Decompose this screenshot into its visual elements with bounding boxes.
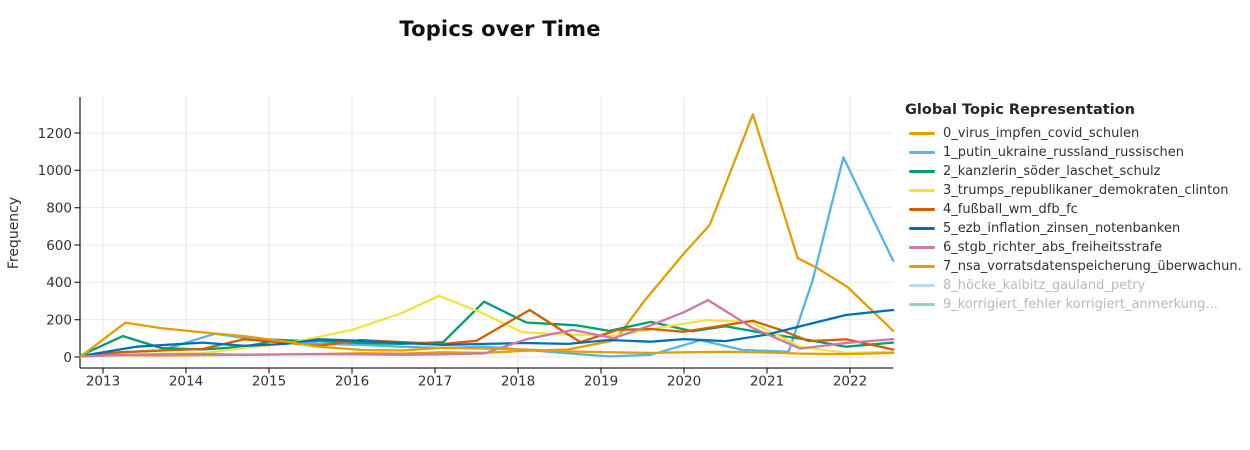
y-tick-label: 1200 <box>38 126 72 142</box>
legend-item-label: 2_kanzlerin_söder_laschet_schulz <box>943 164 1161 179</box>
series-line-4[interactable] <box>79 308 895 358</box>
chart-title: Topics over Time <box>399 17 601 41</box>
legend-swatch-line-icon <box>909 303 935 306</box>
y-tick-label: 200 <box>46 313 72 329</box>
legend-swatch-line-icon <box>909 170 935 173</box>
series-line-5[interactable] <box>79 308 895 358</box>
legend-item-1[interactable]: 1_putin_ukraine_russland_russischen <box>903 143 1250 162</box>
legend-title: Global Topic Representation <box>905 102 1135 118</box>
legend-swatch-line-icon <box>909 208 935 211</box>
x-tick-label: 2014 <box>169 374 203 390</box>
legend: Global Topic Representation 0_virus_impf… <box>903 102 1250 314</box>
y-tick-label: 600 <box>46 238 72 254</box>
x-tick-label: 2017 <box>418 374 452 390</box>
legend-item-7[interactable]: 7_nsa_vorratsdatenspeicherung_überwachun… <box>903 257 1250 276</box>
x-tick-label: 2022 <box>833 374 867 390</box>
legend-item-label: 7_nsa_vorratsdatenspeicherung_überwachun… <box>943 259 1242 274</box>
legend-swatch-line-icon <box>909 284 935 287</box>
legend-item-8[interactable]: 8_höcke_kalbitz_gauland_petry <box>903 276 1250 295</box>
legend-swatch-line-icon <box>909 189 935 192</box>
y-axis-title: Frequency <box>6 196 22 270</box>
x-tick-label: 2016 <box>335 374 369 390</box>
legend-swatch-line-icon <box>909 151 935 154</box>
y-tick-label: 1000 <box>38 163 72 179</box>
x-tick-label: 2021 <box>750 374 784 390</box>
legend-item-label: 1_putin_ukraine_russland_russischen <box>943 145 1184 160</box>
legend-item-label: 6_stgb_richter_abs_freiheitsstrafe <box>943 240 1163 255</box>
legend-item-0[interactable]: 0_virus_impfen_covid_schulen <box>903 124 1250 143</box>
x-tick-label: 2013 <box>86 374 120 390</box>
y-tick-label: 400 <box>46 275 72 291</box>
series-line-2[interactable] <box>79 300 895 357</box>
legend-item-2[interactable]: 2_kanzlerin_söder_laschet_schulz <box>903 162 1250 181</box>
x-tick-label: 2019 <box>584 374 618 390</box>
legend-swatch-line-icon <box>909 265 935 268</box>
legend-item-label: 8_höcke_kalbitz_gauland_petry <box>943 278 1146 293</box>
x-tick-label: 2020 <box>667 374 701 390</box>
legend-items: 0_virus_impfen_covid_schulen 1_putin_ukra… <box>903 124 1250 314</box>
y-tick-label: 800 <box>46 201 72 217</box>
legend-swatch-line-icon <box>909 227 935 230</box>
legend-item-9[interactable]: 9_korrigiert_fehler korrigiert_anmerkung… <box>903 295 1250 314</box>
legend-item-label: 9_korrigiert_fehler korrigiert_anmerkung… <box>943 297 1218 312</box>
legend-swatch-line-icon <box>909 132 935 135</box>
legend-item-6[interactable]: 6_stgb_richter_abs_freiheitsstrafe <box>903 238 1250 257</box>
legend-item-label: 4_fußball_wm_dfb_fc <box>943 202 1078 217</box>
x-tick-label: 2015 <box>252 374 286 390</box>
legend-swatch-line-icon <box>909 246 935 249</box>
legend-item-4[interactable]: 4_fußball_wm_dfb_fc <box>903 200 1250 219</box>
x-tick-label: 2018 <box>501 374 535 390</box>
legend-item-label: 0_virus_impfen_covid_schulen <box>943 126 1140 141</box>
legend-item-5[interactable]: 5_ezb_inflation_zinsen_notenbanken <box>903 219 1250 238</box>
series-line-6[interactable] <box>79 298 895 358</box>
legend-item-label: 5_ezb_inflation_zinsen_notenbanken <box>943 221 1181 236</box>
y-tick-label: 0 <box>63 350 72 366</box>
legend-item-3[interactable]: 3_trumps_republikaner_demokraten_clinton <box>903 181 1250 200</box>
legend-item-label: 3_trumps_republikaner_demokraten_clinton <box>943 183 1229 198</box>
series-line-7[interactable] <box>79 321 895 358</box>
